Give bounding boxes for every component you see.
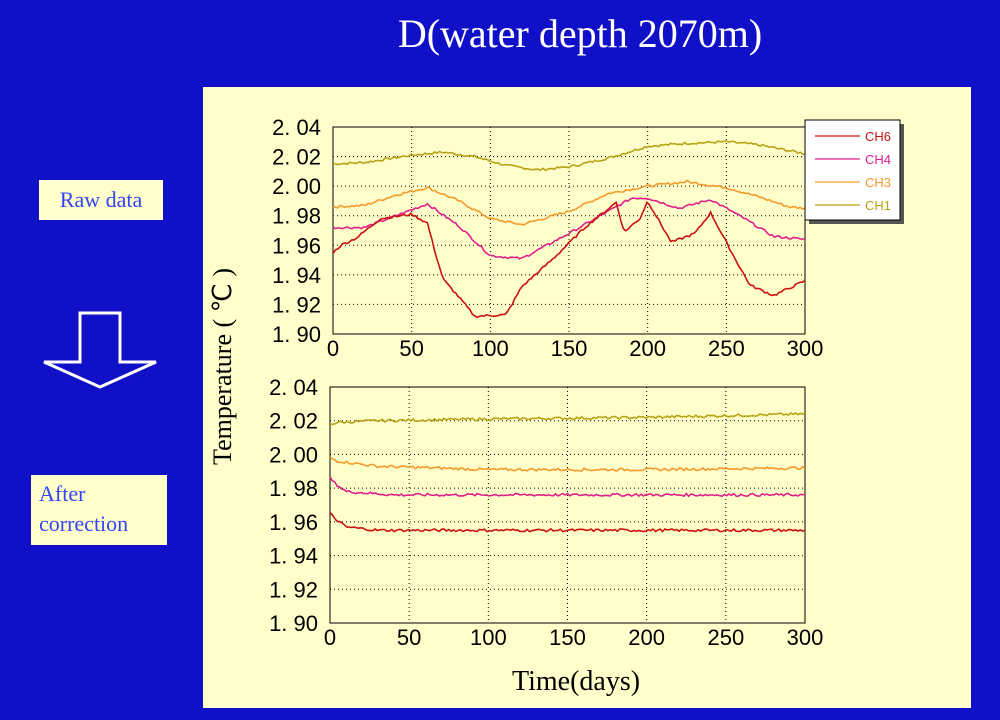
corrected-y-tick-label: 2. 02 — [269, 409, 318, 434]
corrected-x-tick-label: 50 — [397, 625, 421, 650]
corrected-y-tick-label: 2. 04 — [269, 375, 318, 400]
after-correction-line2: correction — [39, 511, 129, 536]
corrected-y-tick-label: 1. 98 — [269, 476, 318, 501]
raw-series-ch4 — [332, 197, 806, 260]
legend-label-ch6: CH6 — [865, 129, 891, 144]
corrected-y-tick-label: 1. 94 — [269, 544, 318, 569]
raw-x-tick-label: 50 — [399, 336, 423, 361]
down-arrow-icon — [43, 311, 157, 389]
corrected-y-tick-label: 2. 00 — [269, 442, 318, 467]
raw-data-label: Raw data — [39, 180, 163, 220]
corrected-x-tick-label: 300 — [787, 625, 824, 650]
raw-x-tick-label: 100 — [472, 336, 509, 361]
raw-x-tick-label: 200 — [629, 336, 666, 361]
y-axis-label-text: Temperature ( ℃ ) — [208, 267, 237, 465]
x-axis-label: Time(days) — [512, 666, 641, 697]
raw-y-tick-label: 2. 02 — [272, 145, 321, 170]
corrected-series-ch3 — [329, 456, 806, 472]
corrected-x-tick-label: 200 — [628, 625, 665, 650]
raw-y-tick-label: 1. 94 — [272, 263, 321, 288]
raw-y-tick-label: 1. 90 — [272, 322, 321, 347]
raw-x-tick-label: 300 — [787, 336, 824, 361]
legend-label-ch4: CH4 — [865, 152, 891, 167]
slide-title: D(water depth 2070m) — [397, 11, 763, 56]
raw-x-tick-label: 150 — [551, 336, 588, 361]
corrected-series-ch4 — [329, 476, 806, 498]
corrected-y-tick-label: 1. 92 — [269, 577, 318, 602]
after-correction-label: After correction — [31, 475, 167, 545]
y-axis-label: Temperature ( ℃ ) — [206, 268, 246, 465]
legend-label-ch3: CH3 — [865, 175, 891, 190]
legend-box — [804, 119, 901, 221]
corrected-y-tick-label: 1. 96 — [269, 510, 318, 535]
after-correction-line1: After — [39, 481, 86, 506]
raw-series-ch6 — [332, 201, 806, 319]
corrected-y-tick-label: 1. 90 — [269, 611, 318, 636]
raw-y-tick-label: 2. 04 — [272, 115, 321, 140]
raw-y-tick-label: 1. 98 — [272, 204, 321, 229]
raw-plot-frame — [332, 126, 806, 335]
corrected-series-ch6 — [329, 511, 806, 533]
raw-x-tick-label: 250 — [708, 336, 745, 361]
corrected-x-tick-label: 0 — [324, 625, 336, 650]
raw-series-ch1 — [332, 140, 806, 172]
corrected-x-tick-label: 250 — [707, 625, 744, 650]
corrected-x-tick-label: 150 — [549, 625, 586, 650]
raw-x-tick-label: 0 — [327, 336, 339, 361]
corrected-x-tick-label: 100 — [470, 625, 507, 650]
raw-y-tick-label: 2. 00 — [272, 174, 321, 199]
raw-y-tick-label: 1. 92 — [272, 292, 321, 317]
corrected-series-ch1 — [329, 412, 806, 426]
raw-series-ch3 — [332, 179, 806, 226]
legend-label-ch1: CH1 — [865, 198, 891, 213]
raw-y-tick-label: 1. 96 — [272, 233, 321, 258]
